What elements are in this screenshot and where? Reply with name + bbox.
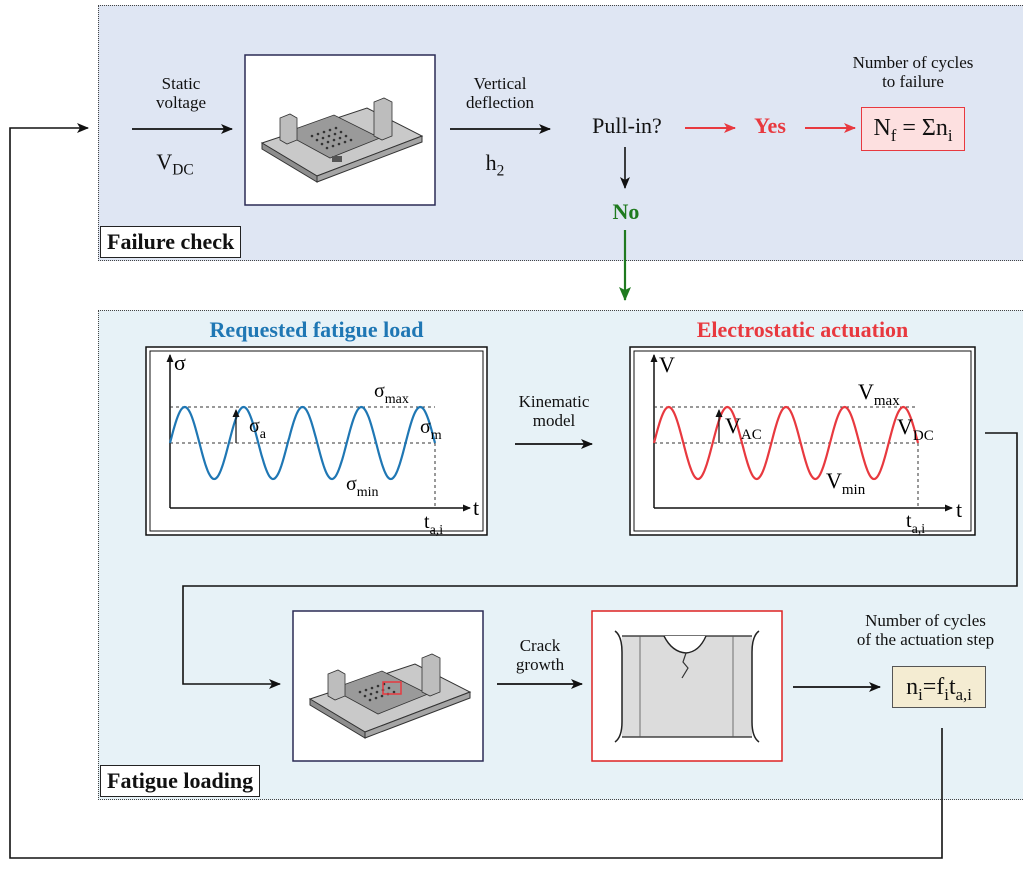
stress-mean-label: σm	[420, 416, 442, 443]
actuation-step-cycles-title: Number of cycles of the actuation step	[856, 611, 995, 649]
static-voltage-label: Static voltage	[155, 74, 207, 112]
stress-max-label: σmax	[374, 380, 409, 407]
stress-y-axis-label: σ	[174, 350, 186, 375]
h2-symbol: h2	[485, 150, 505, 180]
voltage-mean-label: VDC	[897, 414, 934, 444]
failure-cycles-formula: Nf = Σni	[861, 107, 965, 151]
voltage-y-axis-label: V	[659, 352, 675, 377]
crack-growth-label: Crack growth	[515, 636, 565, 674]
stress-wave	[168, 405, 437, 481]
voltage-amp-label: VAC	[725, 413, 762, 443]
voltage-plot: V t Vmax VAC VDC Vmin ta,i	[650, 352, 962, 537]
feedback-loop-line	[9, 123, 943, 859]
actuation-cycles-formula: ni=fita,i	[892, 666, 986, 708]
stress-min-label: σmin	[346, 473, 379, 500]
stress-amp-label: σa	[249, 415, 267, 442]
voltage-x-axis-label: t	[956, 497, 962, 522]
electrostatic-actuation-title: Electrostatic actuation	[696, 317, 909, 342]
stress-x-axis-label: t	[473, 495, 479, 520]
voltage-time-label: ta,i	[906, 510, 925, 537]
yes-label: Yes	[754, 113, 786, 138]
no-label: No	[612, 199, 640, 224]
stress-time-label: ta,i	[424, 511, 443, 538]
vertical-deflection-label: Vertical deflection	[466, 74, 534, 112]
vdc-symbol: VDC	[156, 149, 194, 179]
pull-in-question: Pull-in?	[592, 113, 662, 138]
voltage-min-label: Vmin	[826, 468, 866, 498]
failure-check-label: Failure check	[100, 226, 242, 258]
voltage-max-label: Vmax	[858, 379, 900, 409]
mems-device-image	[260, 97, 424, 183]
crack-highlight	[382, 681, 402, 695]
fatigue-loading-label: Fatigue loading	[100, 765, 261, 797]
requested-fatigue-title: Requested fatigue load	[209, 317, 424, 342]
crack-specimen-image	[614, 630, 760, 743]
stress-plot: σ t σmax σa σm σmin ta,i	[166, 350, 479, 538]
cycles-to-failure-title: Number of cycles to failure	[852, 53, 974, 91]
voltage-wave	[652, 405, 920, 481]
connector-path	[182, 432, 1018, 689]
kinematic-model-label: Kinematic model	[518, 392, 590, 430]
mems-device-crack-image	[308, 653, 472, 739]
